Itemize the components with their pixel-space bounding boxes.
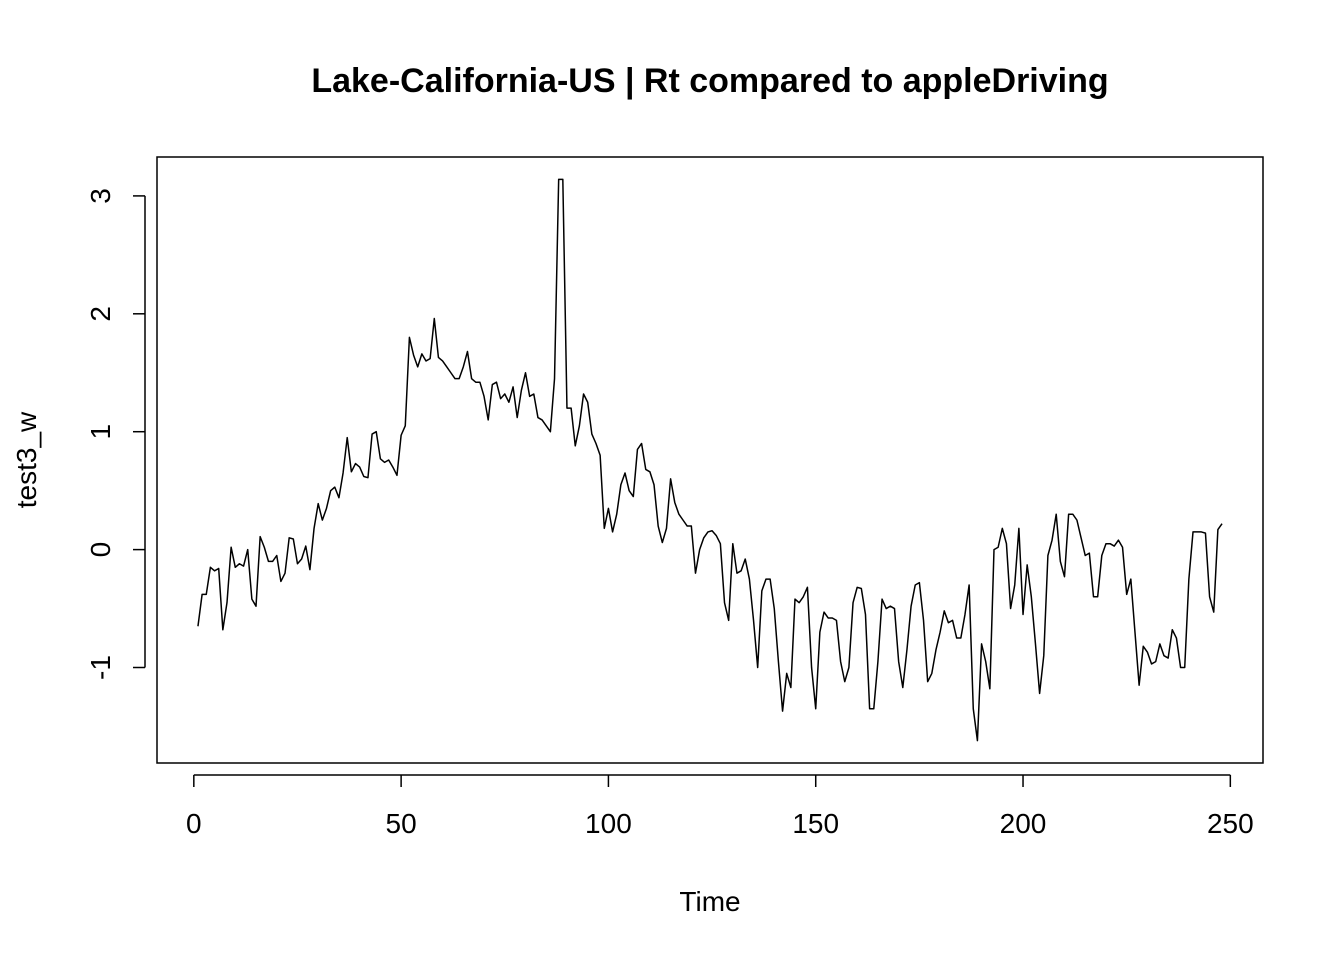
data-line — [197, 178, 1223, 742]
y-tick-label: 3 — [85, 188, 116, 204]
x-tick-label: 0 — [186, 808, 202, 839]
x-tick-label: 50 — [386, 808, 417, 839]
y-tick-label: 2 — [85, 306, 116, 322]
y-axis-label: test3_w — [11, 411, 42, 508]
x-axis-label: Time — [679, 886, 740, 917]
y-tick-label: -1 — [85, 655, 116, 680]
x-tick-label: 250 — [1207, 808, 1254, 839]
x-tick-label: 200 — [1000, 808, 1047, 839]
x-tick-label: 150 — [792, 808, 839, 839]
plot-frame — [156, 156, 1264, 764]
y-tick-label: 0 — [85, 542, 116, 558]
chart-title: Lake-California-US | Rt compared to appl… — [311, 62, 1108, 100]
x-tick-label: 100 — [585, 808, 632, 839]
y-tick-label: 1 — [85, 424, 116, 440]
